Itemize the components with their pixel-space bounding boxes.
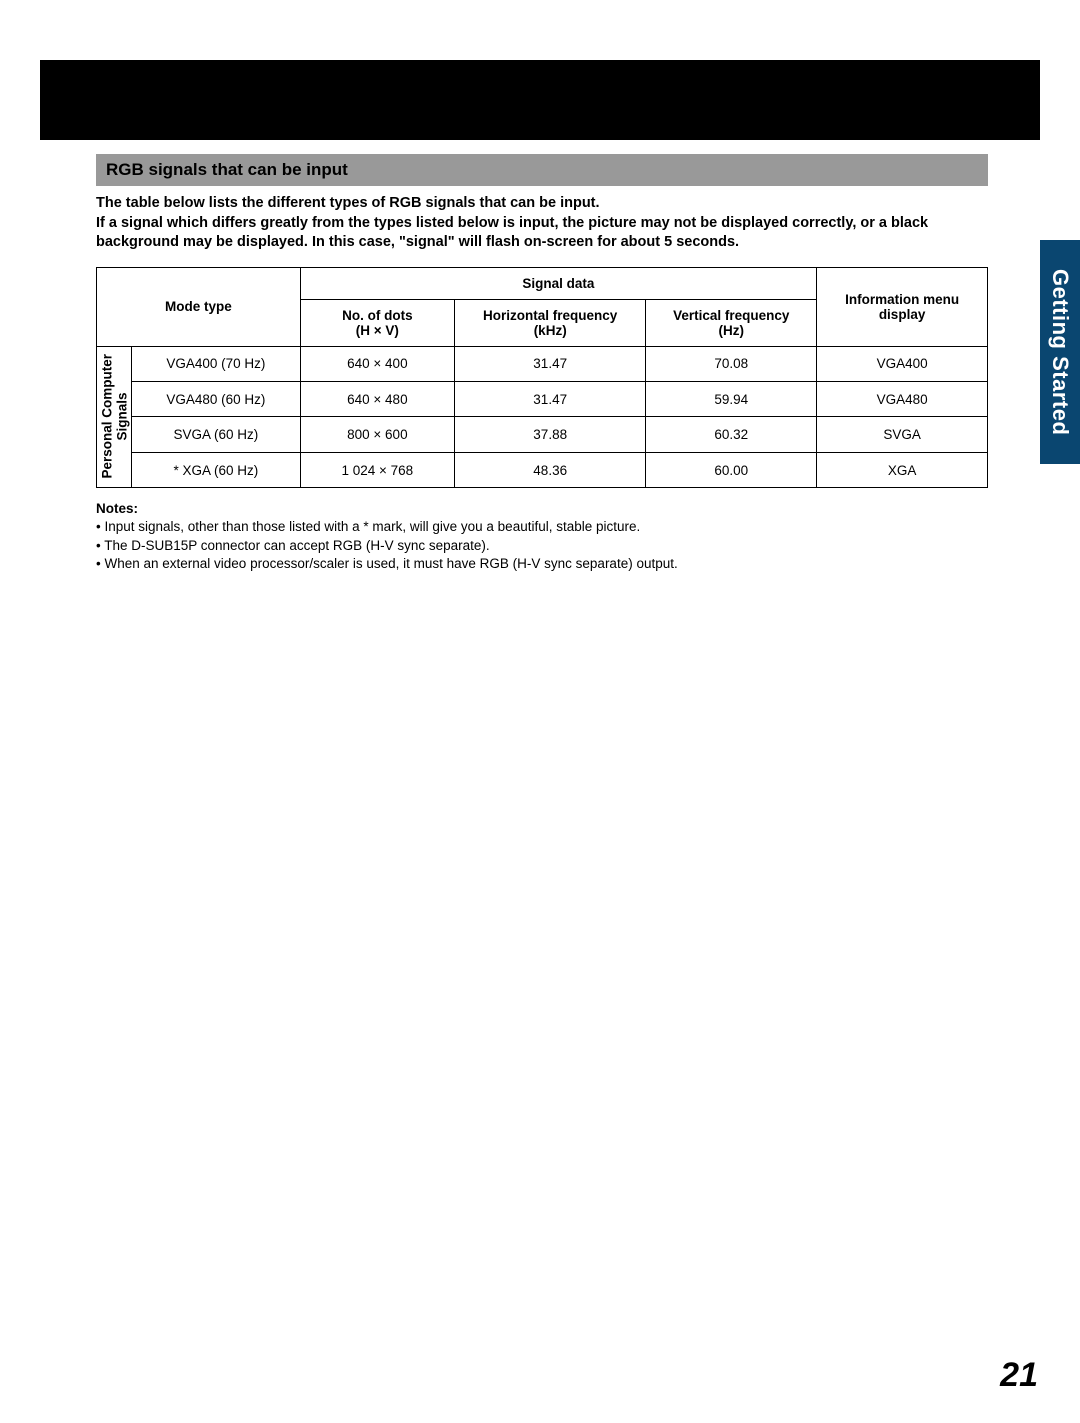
cell-mode: SVGA (60 Hz) <box>131 417 300 452</box>
th-dots-l2: (H × V) <box>356 323 399 338</box>
cell-vfreq: 60.32 <box>646 417 817 452</box>
side-tab-label: Getting Started <box>1047 269 1073 435</box>
note-item: • The D-SUB15P connector can accept RGB … <box>96 537 988 555</box>
table-row: Personal Computer Signals VGA400 (70 Hz)… <box>97 346 988 381</box>
section-heading: RGB signals that can be input <box>96 154 988 186</box>
th-dots-l1: No. of dots <box>342 308 413 323</box>
th-hfreq-l2: (kHz) <box>534 323 567 338</box>
th-hfreq-l1: Horizontal frequency <box>483 308 617 323</box>
th-signal-data: Signal data <box>300 267 816 299</box>
main-content: RGB signals that can be input The table … <box>96 154 988 573</box>
page-number: 21 <box>1000 1356 1038 1395</box>
cell-dots: 640 × 400 <box>300 346 454 381</box>
row-group-l2: Signals <box>114 393 129 441</box>
cell-mode: VGA480 (60 Hz) <box>131 382 300 417</box>
cell-hfreq: 48.36 <box>455 452 646 487</box>
th-vfreq-l2: (Hz) <box>719 323 745 338</box>
cell-info: SVGA <box>817 417 988 452</box>
th-vfreq: Vertical frequency (Hz) <box>646 299 817 346</box>
cell-hfreq: 31.47 <box>455 382 646 417</box>
cell-vfreq: 59.94 <box>646 382 817 417</box>
th-dots: No. of dots (H × V) <box>300 299 454 346</box>
cell-dots: 640 × 480 <box>300 382 454 417</box>
th-hfreq: Horizontal frequency (kHz) <box>455 299 646 346</box>
cell-info: VGA480 <box>817 382 988 417</box>
row-group-label: Personal Computer Signals <box>97 346 132 488</box>
cell-dots: 800 × 600 <box>300 417 454 452</box>
table-row: * XGA (60 Hz) 1 024 × 768 48.36 60.00 XG… <box>97 452 988 487</box>
note-item: • When an external video processor/scale… <box>96 555 988 573</box>
intro-paragraph: The table below lists the different type… <box>96 194 988 253</box>
cell-dots: 1 024 × 768 <box>300 452 454 487</box>
rgb-signals-table: Mode type Signal data Information menu d… <box>96 267 988 489</box>
cell-vfreq: 70.08 <box>646 346 817 381</box>
th-info-menu: Information menu display <box>817 267 988 346</box>
header-black-bar <box>40 60 1040 140</box>
cell-mode: * XGA (60 Hz) <box>131 452 300 487</box>
cell-hfreq: 37.88 <box>455 417 646 452</box>
notes-block: Notes: • Input signals, other than those… <box>96 500 988 573</box>
row-group-l1: Personal Computer <box>99 355 114 480</box>
notes-title: Notes: <box>96 500 988 518</box>
table-row: VGA480 (60 Hz) 640 × 480 31.47 59.94 VGA… <box>97 382 988 417</box>
cell-info: VGA400 <box>817 346 988 381</box>
cell-mode: VGA400 (70 Hz) <box>131 346 300 381</box>
th-vfreq-l1: Vertical frequency <box>673 308 789 323</box>
note-item: • Input signals, other than those listed… <box>96 518 988 536</box>
th-info-l1: Information menu <box>845 292 959 307</box>
th-info-l2: display <box>879 307 926 322</box>
th-mode-type: Mode type <box>97 267 301 346</box>
intro-line1: The table below lists the different type… <box>96 195 600 211</box>
intro-line2: If a signal which differs greatly from t… <box>96 215 928 251</box>
cell-info: XGA <box>817 452 988 487</box>
table-row: SVGA (60 Hz) 800 × 600 37.88 60.32 SVGA <box>97 417 988 452</box>
cell-vfreq: 60.00 <box>646 452 817 487</box>
side-tab: Getting Started <box>1040 240 1080 464</box>
cell-hfreq: 31.47 <box>455 346 646 381</box>
